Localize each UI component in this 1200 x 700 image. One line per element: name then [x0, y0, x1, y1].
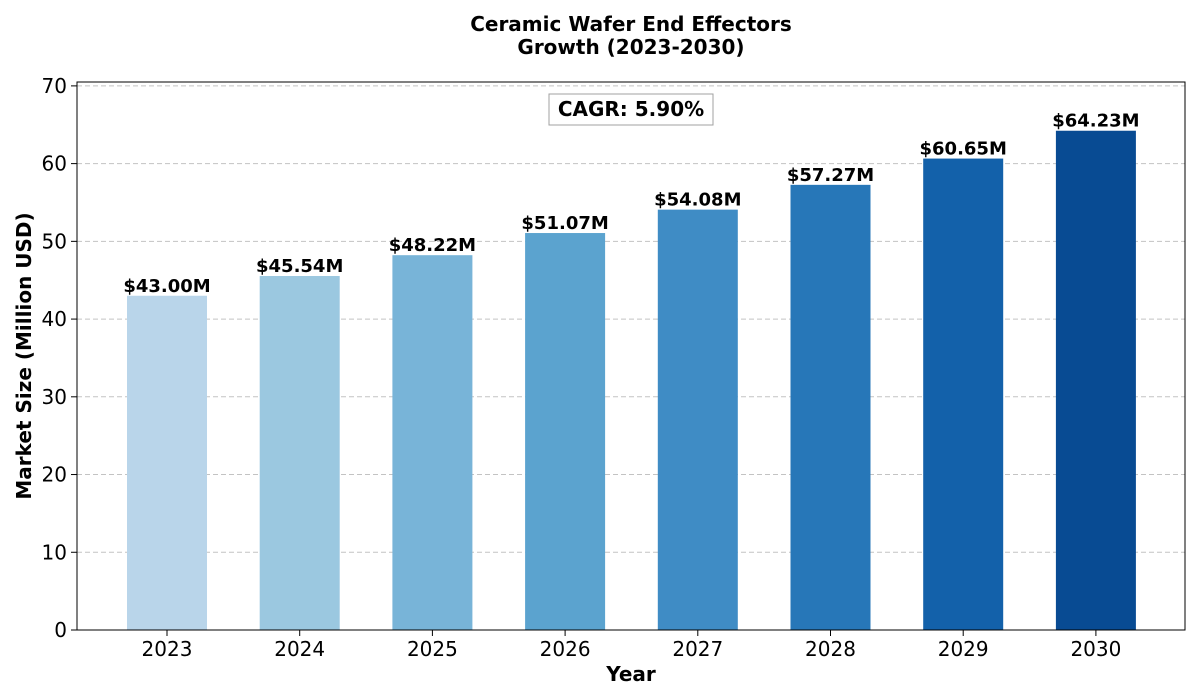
data-label-2026: $51.07M	[521, 213, 608, 234]
bar-2023	[127, 295, 207, 630]
x-tick-label-2030: 2030	[1070, 637, 1121, 661]
y-tick-label: 70	[42, 74, 67, 98]
bar-2029	[923, 158, 1004, 630]
x-tick-label-2023: 2023	[142, 637, 193, 661]
chart-title-line-2: Growth (2023-2030)	[517, 35, 744, 59]
y-tick-label: 10	[42, 540, 67, 564]
data-label-2023: $43.00M	[123, 276, 210, 297]
x-tick-label-2027: 2027	[672, 637, 723, 661]
bar-2025	[392, 255, 473, 631]
data-label-2028: $57.27M	[787, 165, 874, 186]
y-tick-label: 30	[42, 385, 67, 409]
y-tick-label: 20	[42, 463, 67, 487]
chart-title-line-1: Ceramic Wafer End Effectors	[470, 12, 792, 36]
data-label-2030: $64.23M	[1052, 111, 1139, 132]
y-tick-label: 50	[42, 229, 67, 253]
x-tick-label-2026: 2026	[540, 637, 591, 661]
bar-2028	[790, 184, 871, 630]
y-tick-label: 0	[54, 618, 67, 642]
bar-2024	[259, 276, 340, 630]
x-axis-label: Year	[605, 662, 656, 686]
plot-frame	[76, 81, 1186, 631]
bar-2026	[525, 233, 606, 631]
y-tick-label: 40	[42, 307, 67, 331]
x-tick-label-2024: 2024	[274, 637, 325, 661]
data-labels: $43.00M $45.54M $48.22M $51.07M $54.08M $57.2…	[123, 111, 1139, 297]
x-tick-label-2029: 2029	[938, 637, 989, 661]
grid-lines	[77, 85, 1185, 631]
bar-2030	[1055, 130, 1136, 631]
bars	[127, 130, 1136, 631]
bar-2027	[657, 209, 738, 630]
cagr-box	[548, 93, 714, 126]
y-axis-label: Market Size (Million USD)	[12, 212, 36, 499]
x-tick-label-2028: 2028	[805, 637, 856, 661]
data-label-2027: $54.08M	[654, 190, 741, 211]
cagr-annotation: CAGR: 5.90%	[548, 93, 714, 126]
x-tick-label-2025: 2025	[407, 637, 458, 661]
data-label-2024: $45.54M	[256, 256, 343, 277]
data-label-2029: $60.65M	[920, 139, 1007, 160]
cagr-text: CAGR: 5.90%	[558, 97, 704, 121]
data-label-2025: $48.22M	[389, 235, 476, 256]
y-tick-label: 60	[42, 152, 67, 176]
